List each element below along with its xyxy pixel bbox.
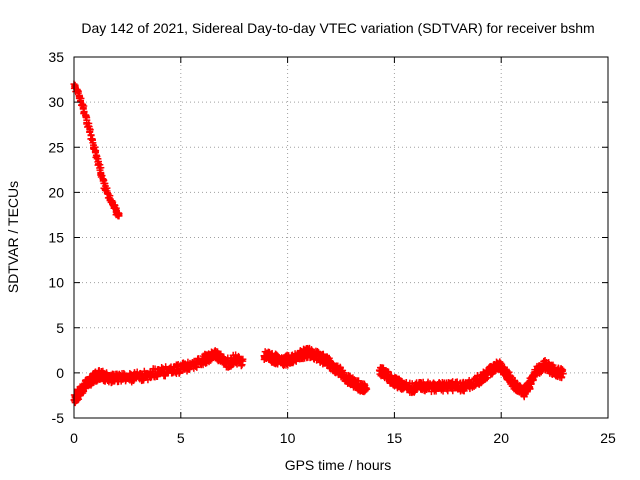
y-tick-label: 10 [48,275,64,291]
x-tick-label: 15 [387,430,403,446]
y-tick-label: 0 [56,365,64,381]
y-tick-label: -5 [52,410,65,426]
x-tick-label: 25 [600,430,616,446]
data-point [363,385,371,393]
chart-title: Day 142 of 2021, Sidereal Day-to-day VTE… [81,20,594,36]
x-tick-label: 20 [493,430,509,446]
x-tick-label: 10 [280,430,296,446]
y-axis-label: SDTVAR / TECUs [5,181,21,293]
data-points [70,80,567,407]
y-tick-label: 5 [56,320,64,336]
data-point-fill [76,93,84,101]
y-tick-label: 25 [48,139,64,155]
x-tick-label: 5 [177,430,185,446]
grid [74,57,608,418]
y-tick-label: 15 [48,230,64,246]
data-point-fill [80,108,88,116]
data-point [559,370,567,378]
x-tick-label: 0 [70,430,78,446]
data-point-fill [161,372,169,380]
y-tick-label: 35 [48,49,64,65]
data-point-fill [86,127,94,135]
data-point-fill [527,380,535,388]
data-point-fill [558,374,566,382]
data-point [115,211,123,219]
data-point [239,357,247,365]
x-axis-label: GPS time / hours [285,457,392,473]
data-point-fill [96,166,104,174]
data-point-fill [114,212,122,220]
y-tick-label: 30 [48,94,64,110]
axis-ticks: 0 5 10 15 20 25 -5 0 5 10 15 20 25 30 35 [48,49,616,446]
y-tick-label: 20 [48,184,64,200]
